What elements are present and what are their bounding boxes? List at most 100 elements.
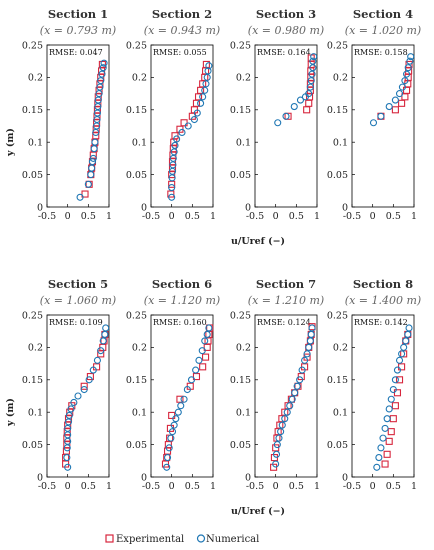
numerical-point [80, 385, 88, 394]
subplot-section-7: Section 7 (x = 1.210 m) 0 0.05 0.1 0.15 0.2 0.2… [230, 277, 324, 492]
subplot-subtitle: (x = 1.120 m) [144, 294, 220, 307]
y-tick-label: 0.2 [333, 343, 348, 354]
y-tick-label: 0.15 [22, 375, 43, 386]
numerical-point [180, 395, 188, 403]
numerical-point [192, 366, 200, 374]
rmse-label: RMSE: 0.047 [49, 48, 103, 57]
subplot-title: Section 2 [152, 7, 212, 21]
numerical-point [282, 112, 290, 120]
experimental-point [403, 86, 411, 94]
numerical-point [88, 164, 96, 172]
numerical-point [391, 376, 399, 384]
experimental-point [303, 106, 311, 114]
numerical-point [173, 135, 181, 143]
numerical-point [168, 193, 176, 201]
numerical-point [169, 154, 177, 162]
numerical-point [100, 59, 108, 67]
subplot-section-3: Section 3 (x = 0.980 m) 0 0.05 0.1 0.15 0.2 0.2… [230, 7, 324, 222]
shared-ylabel-bottom: y (m) [5, 398, 16, 427]
numerical-point [391, 96, 399, 104]
numerical-point [63, 454, 71, 462]
numerical-point [98, 70, 106, 78]
rmse-label: RMSE: 0.124 [257, 318, 311, 327]
y-tick-label: 0.1 [28, 138, 43, 149]
x-tick-label: -0.5 [142, 211, 160, 222]
x-tick-label: 1 [210, 481, 216, 492]
numerical-point [377, 444, 385, 452]
plot-frame [254, 44, 318, 208]
y-tick-label: 0 [141, 472, 147, 483]
subplot-section-4: Section 4 (x = 1.020 m) 0 0.05 0.1 0.15 0.2 0.2… [327, 7, 421, 222]
numerical-point [278, 421, 286, 429]
experimental-point [176, 395, 184, 403]
shared-ylabel-top: y (m) [5, 128, 16, 157]
numerical-point [94, 96, 102, 104]
numerical-point [273, 441, 281, 449]
numerical-point [286, 402, 294, 410]
shared-xlabel-bottom: u/Uref (−) [231, 506, 285, 517]
legend: Experimental Numerical [105, 534, 259, 545]
numerical-point [291, 389, 299, 397]
x-tick-label: -0.5 [246, 481, 264, 492]
x-tick-label: 0.5 [289, 481, 304, 492]
numerical-point [307, 330, 315, 338]
experimental-point [180, 119, 188, 127]
numerical-point [204, 67, 212, 75]
numerical-point [99, 64, 107, 72]
numerical-point [379, 434, 387, 442]
subplot-subtitle: (x = 1.210 m) [248, 294, 324, 307]
x-tick-label: 0 [370, 481, 376, 492]
numerical-point [187, 376, 196, 384]
numerical-point [405, 324, 413, 332]
experimental-point [167, 190, 175, 198]
numerical-point [199, 93, 207, 101]
numerical-point [296, 96, 305, 104]
numerical-point [65, 411, 73, 419]
legend-numerical-marker [196, 534, 206, 543]
numerical-point [275, 434, 283, 442]
subplot-section-8: Section 8 (x = 1.400 m) 0 0.05 0.1 0.15 0.2 0.2… [327, 277, 421, 492]
numerical-point [400, 343, 408, 351]
y-tick-label: 0.1 [236, 138, 251, 149]
numerical-point [184, 122, 192, 130]
y-tick-label: 0.1 [333, 138, 348, 149]
numerical-point [402, 337, 410, 345]
y-tick-label: 0.1 [28, 408, 43, 419]
experimental-point [395, 376, 404, 384]
subplot-subtitle: (x = 1.020 m) [345, 24, 421, 37]
numerical-point [201, 337, 209, 345]
y-tick-label: 0.05 [230, 170, 251, 181]
subplot-title: Section 5 [48, 277, 108, 291]
numerical-point [395, 90, 404, 98]
rmse-label: RMSE: 0.109 [49, 318, 103, 327]
numerical-point [97, 77, 105, 85]
numerical-point [272, 460, 280, 468]
numerical-point [163, 463, 171, 471]
numerical-point [70, 398, 78, 407]
subplot-section-1: Section 1 (x = 0.793 m) 0 0.05 0.1 0.15 0.2 0.2… [22, 7, 116, 222]
x-tick-label: 0 [65, 481, 71, 492]
y-tick-label: 0 [245, 472, 251, 483]
numerical-point [383, 415, 391, 423]
numerical-point [87, 171, 95, 179]
y-tick-label: 0.25 [327, 40, 348, 51]
x-tick-label: 0 [169, 211, 175, 222]
numerical-point [393, 366, 402, 374]
plot-frame [46, 44, 110, 208]
experimental-point [389, 415, 397, 423]
numerical-point [308, 70, 316, 78]
experimental-point [199, 363, 207, 371]
experimental-point [383, 450, 391, 458]
numerical-point [305, 90, 313, 98]
x-tick-label: 0.5 [81, 481, 96, 492]
y-tick-label: 0 [37, 472, 43, 483]
numerical-point [102, 324, 110, 332]
plot-frame [351, 44, 415, 208]
numerical-point [92, 128, 100, 137]
y-tick-label: 0.2 [333, 73, 348, 84]
numerical-point [163, 454, 172, 462]
numerical-point [85, 376, 93, 384]
y-tick-label: 0.25 [126, 40, 147, 51]
subplot-title: Section 4 [353, 7, 413, 21]
numerical-point [309, 57, 317, 65]
